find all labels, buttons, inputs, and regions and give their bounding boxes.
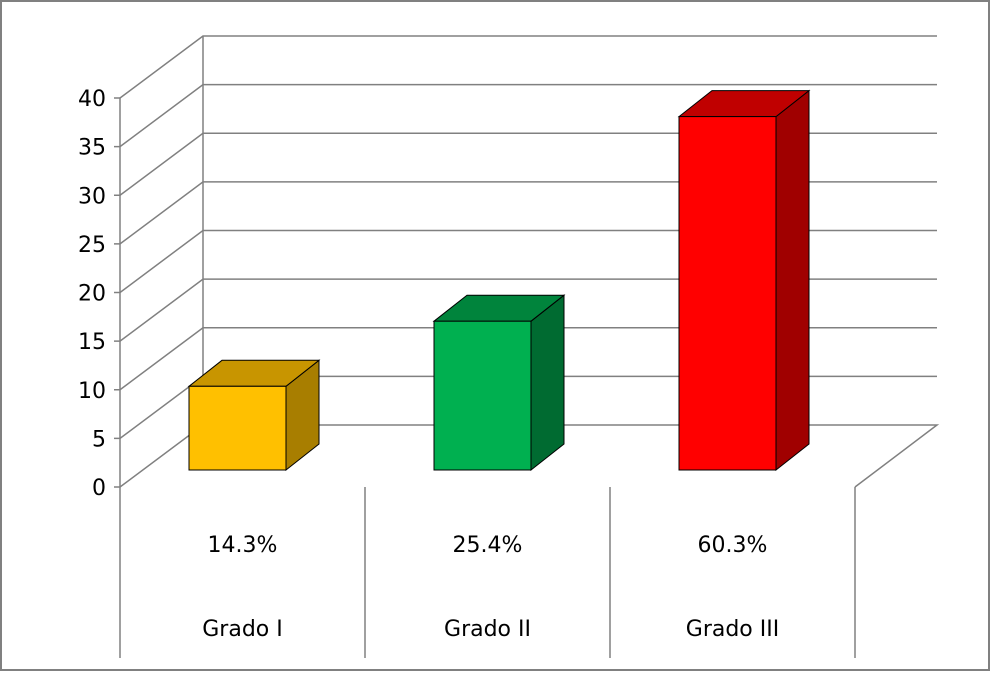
bar xyxy=(187,359,321,472)
table-value: 25.4% xyxy=(453,533,523,558)
table-value: 60.3% xyxy=(698,533,768,558)
x-tick-label: Grado II xyxy=(444,617,531,642)
y-tick-label: 35 xyxy=(78,136,106,161)
floor-gridline xyxy=(119,424,940,488)
y-tick-label: 15 xyxy=(78,330,106,355)
y-tick-label: 25 xyxy=(78,233,106,258)
bar-front xyxy=(188,385,287,471)
bar-side xyxy=(530,294,565,472)
data-table: 14.3% Grado I 25.4% Grado II 60.3% Grado III xyxy=(119,487,856,658)
y-tick-label: 40 xyxy=(78,87,106,112)
y-tick-label: 0 xyxy=(92,476,106,501)
y-tick-label: 10 xyxy=(78,379,106,404)
y-tick-label: 20 xyxy=(78,282,106,307)
y-axis-tick-labels: 0 5 10 15 20 25 30 35 40 xyxy=(78,87,106,501)
y-tick-label: 5 xyxy=(92,427,106,452)
x-tick-label: Grado I xyxy=(202,617,282,642)
table-value: 14.3% xyxy=(208,533,278,558)
y-tick-label: 30 xyxy=(78,184,106,209)
bar-front xyxy=(678,116,777,471)
bar-side xyxy=(775,89,810,472)
x-tick-label: Grado III xyxy=(686,617,779,642)
bar xyxy=(677,89,811,472)
bars xyxy=(187,89,811,472)
axes xyxy=(114,97,121,488)
bar-front xyxy=(433,320,532,471)
bar xyxy=(432,294,566,472)
